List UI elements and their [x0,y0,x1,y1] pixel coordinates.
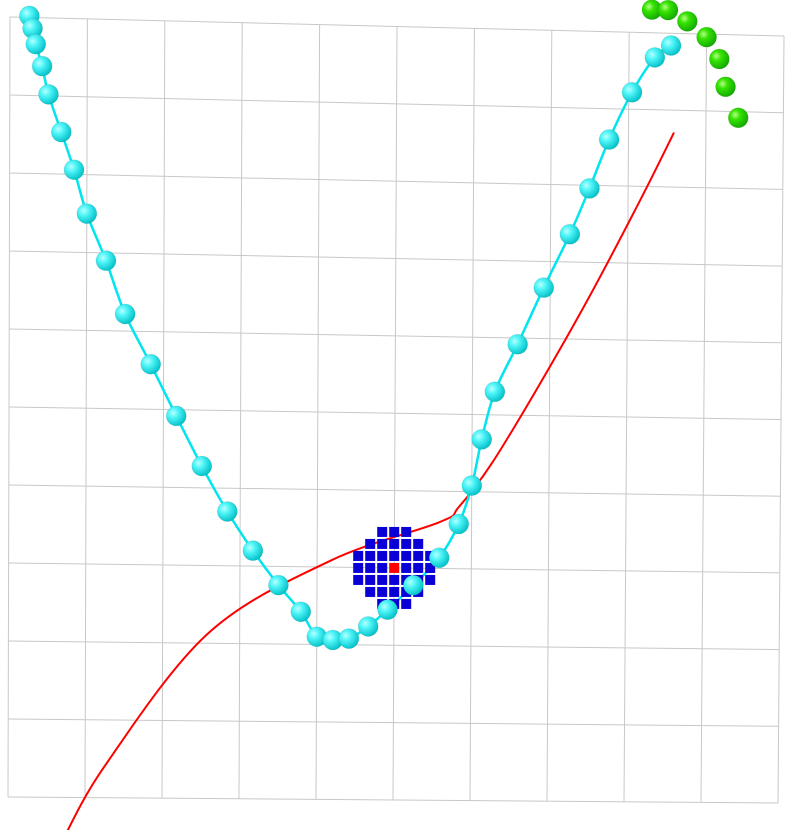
green-series-point [676,10,698,32]
curve-layer [28,14,675,830]
cyan-series-point [338,628,360,650]
marker-layer [18,0,749,651]
horizontal-grid-line [9,16,785,37]
cluster-cell [389,538,400,549]
cyan-series-point [38,83,59,105]
cluster-cell [389,574,400,585]
cluster-cell [389,550,400,561]
cyan-series-point [484,381,506,403]
cluster-cell [377,562,388,573]
cluster-center-cell [389,562,400,573]
cyan-series-point [242,540,264,562]
green-series-point [715,76,736,98]
cyan-series-point [533,277,555,299]
cyan-series-point [471,428,493,450]
cluster-cell [425,574,436,585]
cluster-layer [353,526,436,609]
grid-layer [7,16,785,804]
cluster-cell [401,562,412,573]
green-series-point [657,0,679,21]
horizontal-grid-line [9,250,783,267]
cluster-cell [413,538,424,549]
cyan-series-point [95,250,117,272]
cluster-cell [365,586,376,597]
cluster-cell [365,574,376,585]
green-series-point [696,26,717,48]
cyan-series-point [621,81,643,103]
cyan-series-point [559,223,581,245]
cluster-cell [425,562,436,573]
cyan-series-point [25,33,47,55]
cyan-series-point [402,574,424,596]
cluster-cell [389,526,400,537]
cyan-series-point [448,513,470,535]
cyan-series-point [63,159,85,181]
horizontal-grid-line [8,640,780,651]
cyan-series-point [114,303,136,325]
cluster-cell [401,526,412,537]
cyan-series-point [165,405,187,427]
cyan-series-point [461,475,483,496]
cyan-series-point [598,129,620,150]
cluster-cell [389,586,400,597]
cyan-series-point [50,121,72,143]
cluster-cell [401,538,412,549]
cluster-cell [377,526,388,537]
cyan-series-point [660,35,682,56]
cyan-series-point [216,501,238,522]
cyan-series-line [28,14,673,642]
cluster-cell [413,562,424,573]
cluster-cell [353,574,364,585]
cluster-cell [377,538,388,549]
horizontal-grid-line [9,172,783,190]
cluster-cell [353,550,364,561]
cyan-series-point [140,353,162,375]
cyan-series-point [76,203,98,224]
cluster-cell [377,586,388,597]
cluster-cell [377,550,388,561]
cyan-series-point [191,455,213,477]
cyan-series-point [579,177,600,199]
cyan-series-point [290,601,312,623]
cyan-series-point [357,616,379,637]
horizontal-grid-line [9,328,782,344]
cluster-cell [353,562,364,573]
cyan-series-point [507,333,529,355]
cluster-cell [377,574,388,585]
cyan-series-point [644,47,666,68]
cluster-cell [365,550,376,561]
cyan-series-point [268,574,289,596]
cluster-cell [413,550,424,561]
cluster-cell [401,598,412,609]
horizontal-grid-line [9,94,784,114]
cyan-series-point [31,55,53,77]
horizontal-grid-line [8,406,782,420]
cluster-cell [401,550,412,561]
green-series-point [727,107,749,129]
green-series-point [708,48,730,70]
cyan-series-point [428,547,450,569]
horizontal-grid-line [7,796,779,804]
horizontal-grid-line [8,484,781,497]
cyan-series-point [377,599,398,621]
cluster-cell [365,562,376,573]
red-series-line [66,132,675,830]
cluster-cell [365,538,376,549]
